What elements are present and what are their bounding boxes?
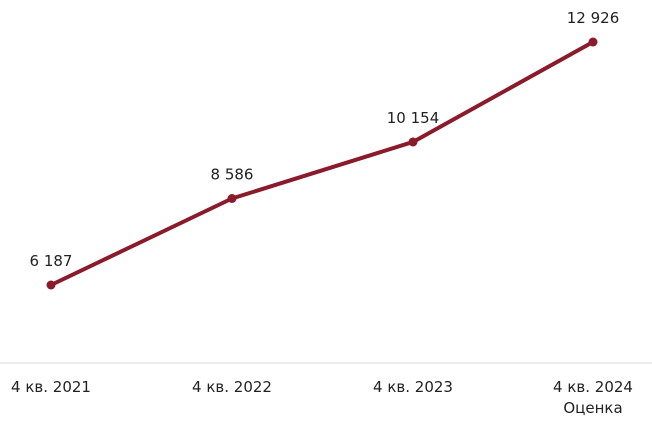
x-tick-layer: 4 кв. 2021 4 кв. 2022 4 кв. 2023 4 кв. 2024… bbox=[11, 378, 633, 417]
x-tick-label: 4 кв. 2024 bbox=[553, 378, 633, 396]
x-tick-label: 4 кв. 2022 bbox=[192, 378, 272, 396]
x-tick-label: 4 кв. 2021 bbox=[11, 378, 91, 396]
data-label: 12 926 bbox=[567, 9, 620, 27]
data-point-marker bbox=[46, 280, 56, 290]
data-label: 10 154 bbox=[387, 109, 440, 127]
x-tick-label: 4 кв. 2023 bbox=[373, 378, 453, 396]
data-label: 6 187 bbox=[30, 252, 73, 270]
data-point-marker bbox=[588, 37, 598, 47]
data-point-marker bbox=[227, 193, 237, 203]
x-tick-sublabel: Оценка bbox=[563, 399, 622, 417]
data-label-layer: 6 187 8 586 10 154 12 926 bbox=[30, 9, 620, 270]
data-point-marker bbox=[408, 137, 418, 147]
data-label: 8 586 bbox=[211, 165, 254, 183]
series-layer bbox=[46, 37, 598, 290]
series-line bbox=[49, 40, 595, 287]
